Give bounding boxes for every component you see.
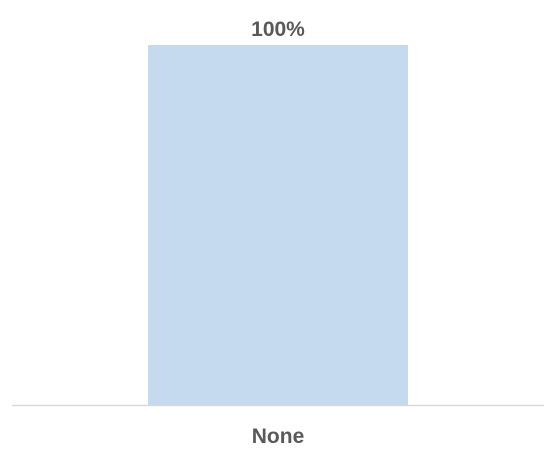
data-label: 100%: [251, 18, 305, 41]
x-tick-labels-group: None: [252, 425, 305, 448]
x-tick-label: None: [252, 425, 305, 448]
bar-none: [148, 45, 408, 405]
bars-group: [148, 45, 408, 405]
data-labels-group: 100%: [251, 18, 305, 41]
